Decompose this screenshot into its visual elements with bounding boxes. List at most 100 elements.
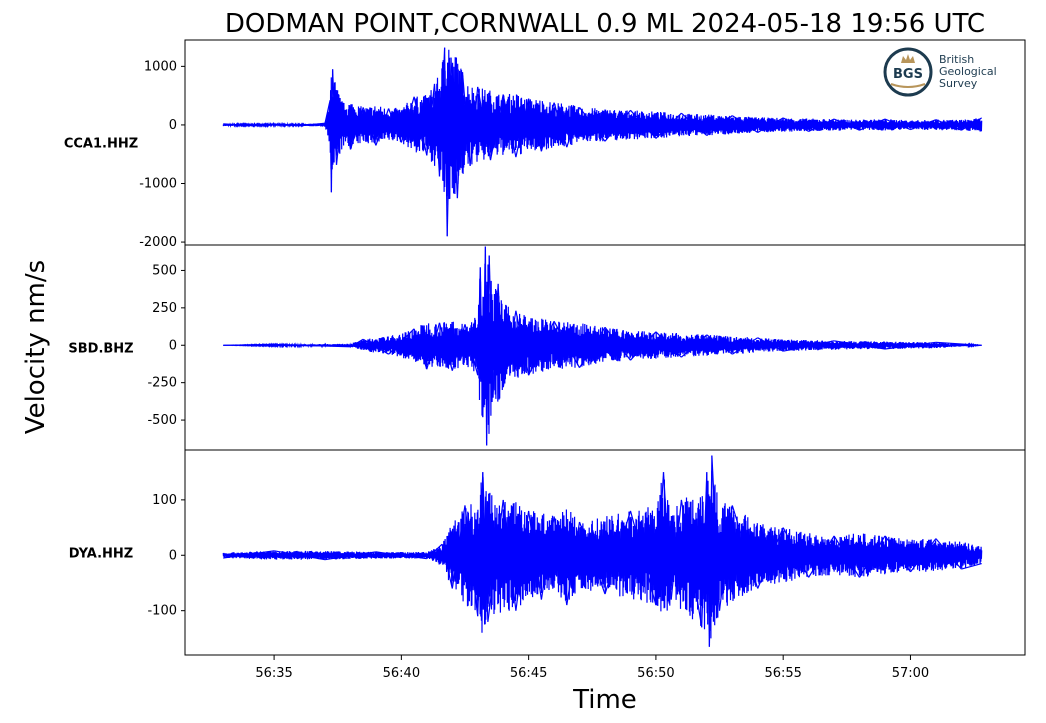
trace-peak-segment	[604, 510, 632, 595]
trace-peak-segment	[858, 535, 886, 578]
trace-peak-segment	[528, 98, 542, 152]
trace-peak-segment	[834, 340, 886, 350]
trace-peak-segment	[731, 505, 759, 589]
trace-peak-segment	[446, 57, 452, 237]
trace-peak-segment	[884, 341, 936, 350]
trace-peak-segment	[910, 119, 937, 131]
trace-peak-segment	[859, 118, 886, 131]
y-tick-label: -1000	[139, 177, 177, 192]
trace-peak-segment	[426, 83, 436, 156]
trace-peak-segment	[330, 69, 334, 193]
trace-peak-segment	[362, 338, 389, 355]
trace-peak-segment	[708, 455, 713, 647]
panel-frame	[184, 449, 1026, 656]
trace-panel: 100 0 -100 DYA.HHZ	[69, 449, 1026, 656]
trace-line	[222, 470, 983, 639]
trace-peak-segment	[479, 267, 484, 418]
trace-peak-segment	[324, 100, 331, 124]
trace-peak-segment	[718, 505, 733, 611]
trace-peak-segment	[502, 310, 517, 388]
y-tick-label: 250	[152, 301, 177, 316]
trace-peak-segment	[464, 505, 479, 617]
trace-peak-segment	[935, 538, 962, 570]
trace-peak-segment	[223, 123, 249, 127]
trace-peak-segment	[433, 83, 441, 177]
trace-peak-segment	[451, 324, 466, 371]
trace-peak-segment	[604, 326, 631, 361]
trace-peak-segment	[223, 343, 275, 346]
trace-peak-segment	[441, 544, 453, 589]
trace-peak-segment	[492, 283, 499, 398]
trace-peak-segment	[438, 322, 453, 371]
trace-peak-segment	[461, 72, 471, 166]
trace-peak-segment	[782, 527, 810, 578]
trace-peak-segment	[630, 331, 657, 361]
y-tick-label: -2000	[139, 235, 177, 250]
bgs-logo-ring	[883, 47, 933, 97]
trace-peak-segment	[400, 96, 415, 143]
trace-peak-segment	[502, 499, 517, 611]
trace-peak-segment	[375, 551, 427, 560]
trace-peak-segment	[961, 563, 982, 570]
trace-peak-segment	[388, 328, 415, 355]
trace-peak-segment	[413, 96, 428, 156]
trace-peak-segment	[528, 510, 542, 600]
trace-peak-segment	[426, 322, 441, 370]
bgs-logo-line-2: Geological	[939, 65, 997, 78]
trace-peak-segment	[451, 505, 466, 589]
y-tick-label: 500	[152, 263, 177, 278]
trace-peak-segment	[488, 255, 494, 398]
trace-peak-segment	[274, 123, 300, 127]
trace-peak-segment	[935, 119, 962, 131]
station-label: SBD.BHZ	[68, 342, 133, 357]
y-tick-label: -500	[147, 413, 177, 428]
trace-peak-segment	[579, 107, 606, 142]
trace-peak-segment	[833, 535, 861, 578]
trace-peak-segment	[782, 117, 809, 132]
trace-peak-segment	[497, 283, 504, 388]
trace-peak-segment	[783, 340, 835, 352]
trace-peak-segment	[808, 535, 835, 578]
trace-peak-segment	[540, 516, 555, 600]
trace-peak-segment	[701, 472, 708, 628]
trace-peak-segment	[482, 472, 489, 622]
trace-peak-segment	[566, 521, 581, 606]
trace-peak-segment	[477, 86, 492, 161]
y-tick-label: -100	[147, 604, 177, 619]
trace-peak-segment	[662, 472, 672, 600]
trace-peak-segment	[731, 115, 759, 133]
trace-peak-segment	[630, 109, 657, 139]
bgs-logo: BGS British Geological Survey	[883, 47, 997, 97]
trace-peak-segment	[910, 538, 937, 573]
trace-line	[223, 263, 982, 434]
trace-peak-segment	[757, 527, 784, 589]
trace-peak-segment	[324, 551, 376, 561]
trace-peak-segment	[680, 499, 703, 628]
trace-peak-segment	[629, 510, 657, 606]
trace-peak-segment	[469, 86, 479, 166]
bgs-logo-wave	[890, 83, 926, 88]
trace-peak-segment	[438, 47, 446, 177]
trace-peak-segment	[487, 499, 504, 622]
bgs-logo-crown-icon	[901, 54, 915, 63]
trace-peak-segment	[332, 69, 338, 165]
trace-peak-segment	[566, 107, 581, 148]
trace-peak-segment	[706, 472, 710, 647]
bgs-logo-mark: BGS	[893, 67, 923, 82]
trace-peak-segment	[604, 109, 631, 142]
trace-peak-segment	[528, 321, 555, 376]
trace-peak-segment	[884, 535, 911, 573]
x-tick-label: 56:45	[510, 666, 547, 681]
trace-peak-segment	[350, 338, 364, 348]
trace-peak-segment	[375, 108, 390, 146]
trace-peak-segment	[553, 321, 581, 368]
trace-peak-segment	[515, 98, 530, 158]
trace-peak-segment	[349, 107, 364, 150]
trace-peak-segment	[706, 115, 733, 136]
trace-panel: 500 250 0 -250 -500 SBD.BHZ	[68, 244, 1026, 451]
x-axis-label: Time	[572, 685, 637, 715]
trace-peak-segment	[482, 246, 486, 418]
trace-peak-segment	[731, 337, 759, 355]
trace-peak-segment	[489, 94, 504, 161]
trace-peak-segment	[553, 102, 568, 148]
